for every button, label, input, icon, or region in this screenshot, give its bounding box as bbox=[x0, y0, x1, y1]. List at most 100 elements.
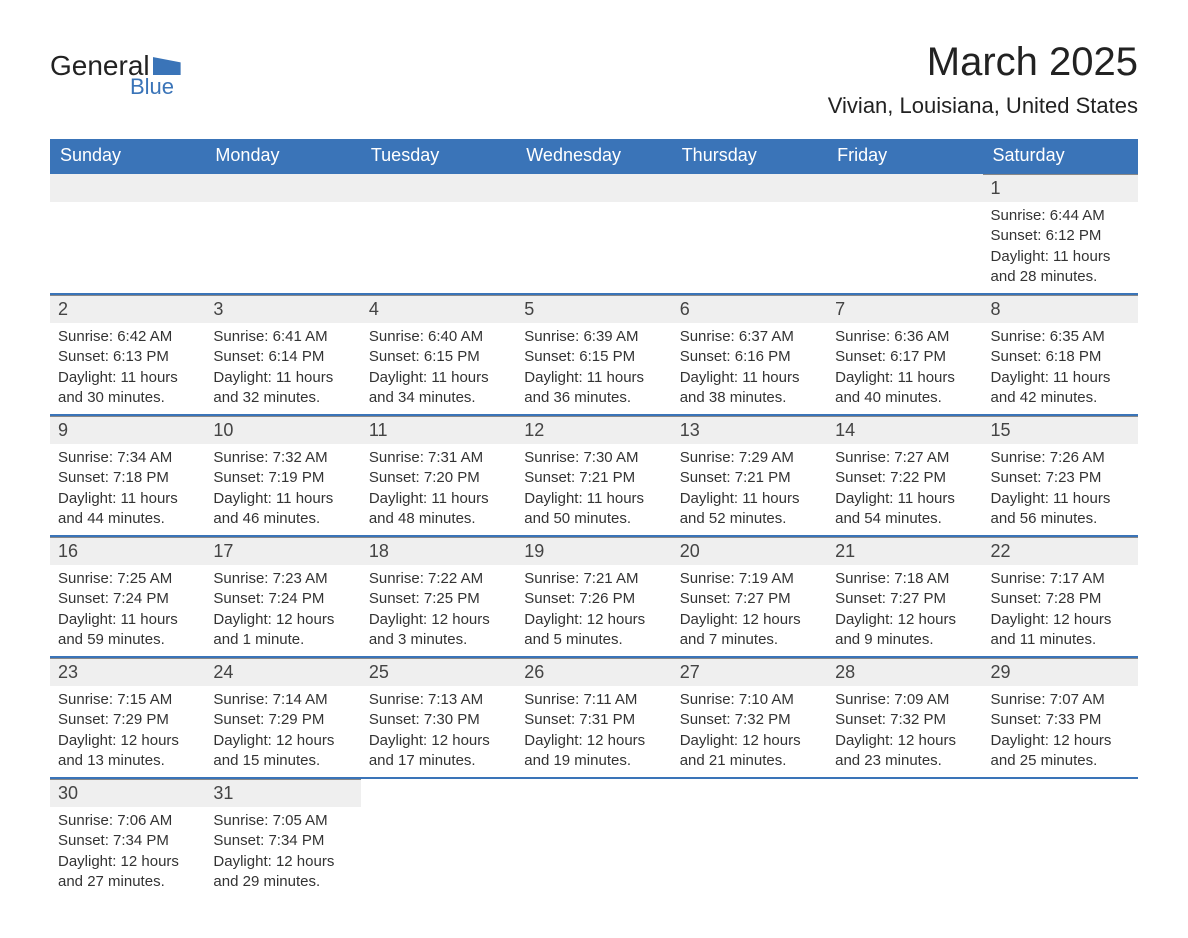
sunrise-text: Sunrise: 6:41 AM bbox=[213, 327, 352, 347]
sunrise-text: Sunrise: 6:44 AM bbox=[991, 206, 1130, 226]
day-number: 15 bbox=[983, 416, 1138, 444]
calendar-week-row: 23Sunrise: 7:15 AMSunset: 7:29 PMDayligh… bbox=[50, 657, 1138, 778]
day-number: 3 bbox=[205, 295, 360, 323]
day-content: Sunrise: 7:06 AMSunset: 7:34 PMDaylight:… bbox=[50, 807, 205, 898]
sunrise-text: Sunrise: 7:25 AM bbox=[58, 569, 197, 589]
daylight-text-2: and 21 minutes. bbox=[680, 751, 819, 771]
calendar-cell: 3Sunrise: 6:41 AMSunset: 6:14 PMDaylight… bbox=[205, 294, 360, 415]
sunset-text: Sunset: 7:32 PM bbox=[835, 710, 974, 730]
calendar-cell: 30Sunrise: 7:06 AMSunset: 7:34 PMDayligh… bbox=[50, 778, 205, 898]
sunset-text: Sunset: 6:15 PM bbox=[524, 347, 663, 367]
day-number: 4 bbox=[361, 295, 516, 323]
calendar-cell: 1Sunrise: 6:44 AMSunset: 6:12 PMDaylight… bbox=[983, 173, 1138, 294]
day-content: Sunrise: 7:26 AMSunset: 7:23 PMDaylight:… bbox=[983, 444, 1138, 535]
daylight-text-2: and 1 minute. bbox=[213, 630, 352, 650]
daylight-text-2: and 3 minutes. bbox=[369, 630, 508, 650]
daylight-text-1: Daylight: 12 hours bbox=[369, 731, 508, 751]
daylight-text-2: and 9 minutes. bbox=[835, 630, 974, 650]
day-content: Sunrise: 6:41 AMSunset: 6:14 PMDaylight:… bbox=[205, 323, 360, 414]
day-number: 28 bbox=[827, 658, 982, 686]
day-number: 1 bbox=[983, 174, 1138, 202]
sunset-text: Sunset: 7:34 PM bbox=[58, 831, 197, 851]
logo-text-blue: Blue bbox=[130, 74, 174, 100]
empty-day-number bbox=[516, 174, 671, 202]
day-number: 17 bbox=[205, 537, 360, 565]
daylight-text-2: and 34 minutes. bbox=[369, 388, 508, 408]
daylight-text-2: and 44 minutes. bbox=[58, 509, 197, 529]
calendar-cell: 16Sunrise: 7:25 AMSunset: 7:24 PMDayligh… bbox=[50, 536, 205, 657]
day-number: 29 bbox=[983, 658, 1138, 686]
calendar-cell bbox=[361, 778, 516, 898]
daylight-text-1: Daylight: 11 hours bbox=[991, 247, 1130, 267]
day-number: 2 bbox=[50, 295, 205, 323]
calendar-table: Sunday Monday Tuesday Wednesday Thursday… bbox=[50, 139, 1138, 898]
day-content: Sunrise: 7:14 AMSunset: 7:29 PMDaylight:… bbox=[205, 686, 360, 777]
sunrise-text: Sunrise: 7:19 AM bbox=[680, 569, 819, 589]
sunset-text: Sunset: 7:21 PM bbox=[680, 468, 819, 488]
calendar-cell: 11Sunrise: 7:31 AMSunset: 7:20 PMDayligh… bbox=[361, 415, 516, 536]
calendar-cell: 2Sunrise: 6:42 AMSunset: 6:13 PMDaylight… bbox=[50, 294, 205, 415]
calendar-cell: 22Sunrise: 7:17 AMSunset: 7:28 PMDayligh… bbox=[983, 536, 1138, 657]
day-content: Sunrise: 7:29 AMSunset: 7:21 PMDaylight:… bbox=[672, 444, 827, 535]
daylight-text-1: Daylight: 12 hours bbox=[991, 610, 1130, 630]
sunrise-text: Sunrise: 7:13 AM bbox=[369, 690, 508, 710]
sunrise-text: Sunrise: 6:39 AM bbox=[524, 327, 663, 347]
daylight-text-1: Daylight: 12 hours bbox=[58, 731, 197, 751]
calendar-cell bbox=[672, 173, 827, 294]
sunset-text: Sunset: 7:24 PM bbox=[213, 589, 352, 609]
daylight-text-2: and 27 minutes. bbox=[58, 872, 197, 892]
calendar-week-row: 30Sunrise: 7:06 AMSunset: 7:34 PMDayligh… bbox=[50, 778, 1138, 898]
sunset-text: Sunset: 7:27 PM bbox=[835, 589, 974, 609]
sunset-text: Sunset: 7:28 PM bbox=[991, 589, 1130, 609]
calendar-week-row: 1Sunrise: 6:44 AMSunset: 6:12 PMDaylight… bbox=[50, 173, 1138, 294]
daylight-text-2: and 42 minutes. bbox=[991, 388, 1130, 408]
sunrise-text: Sunrise: 7:22 AM bbox=[369, 569, 508, 589]
day-content: Sunrise: 7:05 AMSunset: 7:34 PMDaylight:… bbox=[205, 807, 360, 898]
sunset-text: Sunset: 7:22 PM bbox=[835, 468, 974, 488]
sunset-text: Sunset: 7:19 PM bbox=[213, 468, 352, 488]
day-content: Sunrise: 7:17 AMSunset: 7:28 PMDaylight:… bbox=[983, 565, 1138, 656]
daylight-text-2: and 48 minutes. bbox=[369, 509, 508, 529]
sunrise-text: Sunrise: 7:34 AM bbox=[58, 448, 197, 468]
sunrise-text: Sunrise: 7:23 AM bbox=[213, 569, 352, 589]
sunset-text: Sunset: 7:21 PM bbox=[524, 468, 663, 488]
location-subtitle: Vivian, Louisiana, United States bbox=[828, 93, 1138, 119]
empty-day-content bbox=[983, 807, 1138, 887]
sunrise-text: Sunrise: 7:14 AM bbox=[213, 690, 352, 710]
daylight-text-1: Daylight: 12 hours bbox=[58, 852, 197, 872]
logo-shape-icon bbox=[153, 57, 181, 75]
daylight-text-1: Daylight: 12 hours bbox=[835, 731, 974, 751]
daylight-text-2: and 15 minutes. bbox=[213, 751, 352, 771]
daylight-text-2: and 56 minutes. bbox=[991, 509, 1130, 529]
daylight-text-2: and 52 minutes. bbox=[680, 509, 819, 529]
day-header-friday: Friday bbox=[827, 139, 982, 173]
daylight-text-1: Daylight: 11 hours bbox=[213, 368, 352, 388]
calendar-cell: 28Sunrise: 7:09 AMSunset: 7:32 PMDayligh… bbox=[827, 657, 982, 778]
day-content: Sunrise: 7:09 AMSunset: 7:32 PMDaylight:… bbox=[827, 686, 982, 777]
sunset-text: Sunset: 7:29 PM bbox=[213, 710, 352, 730]
daylight-text-1: Daylight: 11 hours bbox=[369, 489, 508, 509]
daylight-text-1: Daylight: 12 hours bbox=[680, 731, 819, 751]
daylight-text-1: Daylight: 12 hours bbox=[991, 731, 1130, 751]
daylight-text-1: Daylight: 12 hours bbox=[524, 610, 663, 630]
empty-day-content bbox=[516, 807, 671, 887]
daylight-text-1: Daylight: 11 hours bbox=[991, 368, 1130, 388]
sunrise-text: Sunrise: 7:26 AM bbox=[991, 448, 1130, 468]
empty-day-number bbox=[827, 174, 982, 202]
day-number: 5 bbox=[516, 295, 671, 323]
empty-day-number bbox=[983, 779, 1138, 807]
calendar-cell: 19Sunrise: 7:21 AMSunset: 7:26 PMDayligh… bbox=[516, 536, 671, 657]
sunrise-text: Sunrise: 7:10 AM bbox=[680, 690, 819, 710]
sunset-text: Sunset: 6:13 PM bbox=[58, 347, 197, 367]
day-content: Sunrise: 6:37 AMSunset: 6:16 PMDaylight:… bbox=[672, 323, 827, 414]
sunrise-text: Sunrise: 7:15 AM bbox=[58, 690, 197, 710]
sunset-text: Sunset: 6:17 PM bbox=[835, 347, 974, 367]
daylight-text-1: Daylight: 11 hours bbox=[524, 368, 663, 388]
day-content: Sunrise: 6:44 AMSunset: 6:12 PMDaylight:… bbox=[983, 202, 1138, 293]
calendar-cell: 4Sunrise: 6:40 AMSunset: 6:15 PMDaylight… bbox=[361, 294, 516, 415]
calendar-cell bbox=[827, 173, 982, 294]
calendar-cell: 10Sunrise: 7:32 AMSunset: 7:19 PMDayligh… bbox=[205, 415, 360, 536]
sunset-text: Sunset: 7:33 PM bbox=[991, 710, 1130, 730]
calendar-week-row: 16Sunrise: 7:25 AMSunset: 7:24 PMDayligh… bbox=[50, 536, 1138, 657]
daylight-text-2: and 59 minutes. bbox=[58, 630, 197, 650]
